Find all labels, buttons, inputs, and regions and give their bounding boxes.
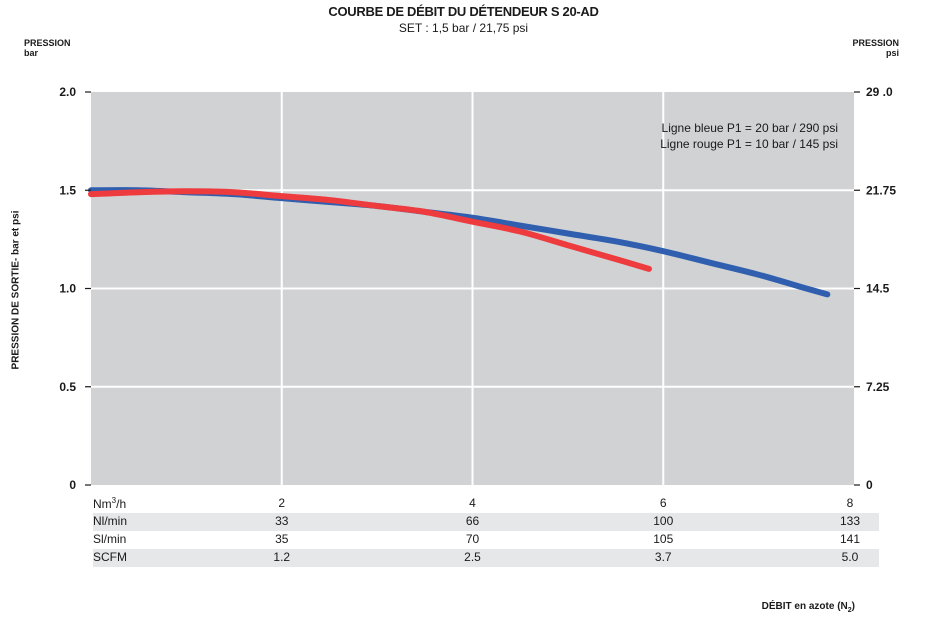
flow-table-cell: 4 <box>469 496 476 510</box>
flow-row-label: Nl/min <box>93 514 128 528</box>
flow-table-cell: 33 <box>275 514 289 528</box>
flow-table-cell: 6 <box>659 496 667 510</box>
flow-row-label: SCFM <box>93 550 127 564</box>
flow-table-cell: 100 <box>653 514 674 528</box>
left-unit-line1: PRESSION <box>24 38 71 48</box>
flow-table-cell: 3.7 <box>654 550 672 564</box>
tick-labels: 0 0 0.5 7.25 1.0 14.5 1.5 21.75 2.0 29 .0 <box>59 85 896 492</box>
legend-red-line: Ligne rouge P1 = 10 bar / 145 psi <box>660 137 838 151</box>
flow-table-row: Nl/min 33 66 100 133 <box>93 513 879 531</box>
left-tick-label: 0 <box>69 478 76 492</box>
flow-table-cell: 66 <box>465 514 480 528</box>
flow-table-cell: 133 <box>839 514 861 528</box>
series-lines <box>88 187 831 298</box>
flow-table-cell: 2 <box>278 496 286 510</box>
right-unit-line2: psi <box>885 48 899 58</box>
x-axis-label-subscript: 2 <box>847 607 852 614</box>
flow-table-cell: 5.0 <box>841 550 859 564</box>
x-axis-label: DÉBIT en azote (N2) <box>762 601 855 614</box>
flow-table-cell: 70 <box>465 532 480 546</box>
flow-row-label: Sl/min <box>93 532 127 546</box>
left-tick-label: 2.0 <box>59 85 76 99</box>
flow-table-cell: 35 <box>275 532 289 546</box>
flow-table-cell: 141 <box>839 532 861 546</box>
right-unit-line1: PRESSION <box>852 38 899 48</box>
red-series-line <box>88 188 652 272</box>
chart-subtitle: SET : 1,5 bar / 21,75 psi <box>398 21 529 35</box>
flow-table-cell: 2.5 <box>464 550 481 564</box>
flow-table-cell: 8 <box>846 496 854 510</box>
flow-table-row: Nm3/h 2 4 6 8 <box>93 495 879 513</box>
right-axis-unit: PRESSION psi <box>852 38 899 58</box>
flow-table-cell: 1.2 <box>273 550 291 564</box>
right-tick-label: 0 <box>866 478 873 492</box>
left-tick-label: 1.5 <box>59 183 76 197</box>
flow-conversion-table: Nm3/h 2 4 6 8 Nl/min 33 66 100 133 Sl/min 35 70 105 14… <box>93 495 879 567</box>
x-axis-label-main: DÉBIT en azote (N <box>761 601 848 612</box>
flow-table-row: SCFM 1.2 2.5 3.7 5.0 <box>93 549 879 567</box>
flow-table-cell: 105 <box>653 532 674 546</box>
right-tick-label: 7.25 <box>866 380 890 394</box>
right-tick-label: 14.5 <box>866 282 890 296</box>
chart-title: COURBE DE DÉBIT DU DÉTENDEUR S 20-AD <box>328 4 599 19</box>
flow-table-row: Sl/min 35 70 105 141 <box>93 531 879 549</box>
left-tick-label: 1.0 <box>59 282 76 296</box>
x-axis-label-end: ) <box>851 601 855 612</box>
flow-row-label-superscript: 3 <box>111 496 117 505</box>
left-tick-label: 0.5 <box>59 380 76 394</box>
right-tick-label: 21.75 <box>866 183 896 197</box>
legend-blue-line: Ligne bleue P1 = 20 bar / 290 psi <box>662 121 838 135</box>
left-unit-line2: bar <box>24 48 39 58</box>
left-axis-unit: PRESSION bar <box>24 38 71 58</box>
right-tick-label: 29 .0 <box>866 85 893 99</box>
flow-row-label: Nm3/h <box>93 496 127 511</box>
